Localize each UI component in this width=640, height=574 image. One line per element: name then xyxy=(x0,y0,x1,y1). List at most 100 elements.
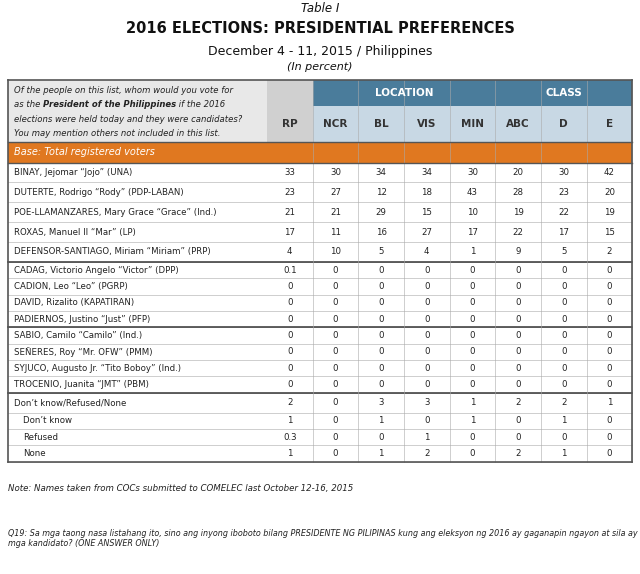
Text: 0: 0 xyxy=(378,315,384,324)
Text: 0: 0 xyxy=(333,416,338,425)
Text: 22: 22 xyxy=(513,228,524,236)
Text: 4: 4 xyxy=(424,247,429,257)
Text: 0: 0 xyxy=(470,266,476,274)
Text: 22: 22 xyxy=(558,208,570,217)
Text: You may mention others not included in this list.: You may mention others not included in t… xyxy=(14,129,220,138)
Text: 0: 0 xyxy=(287,282,292,291)
Text: 1: 1 xyxy=(561,416,566,425)
Text: VIS: VIS xyxy=(417,119,436,129)
Bar xyxy=(8,311,632,327)
Text: 34: 34 xyxy=(421,168,432,177)
Text: 0: 0 xyxy=(287,331,292,340)
Bar xyxy=(8,202,632,222)
Text: 0: 0 xyxy=(561,282,566,291)
Text: 2: 2 xyxy=(515,449,521,458)
Text: 23: 23 xyxy=(284,188,295,197)
Text: 0: 0 xyxy=(287,364,292,373)
Text: CADION, Leo “Leo” (PGRP): CADION, Leo “Leo” (PGRP) xyxy=(14,282,127,291)
Bar xyxy=(495,106,632,142)
Text: 0: 0 xyxy=(561,298,566,307)
Bar xyxy=(8,222,632,242)
Text: 1: 1 xyxy=(561,449,566,458)
Text: 1: 1 xyxy=(607,398,612,407)
Text: CLASS: CLASS xyxy=(545,88,582,98)
Text: 0: 0 xyxy=(333,298,338,307)
Text: 18: 18 xyxy=(421,188,432,197)
Text: 0: 0 xyxy=(378,282,384,291)
Text: as the: as the xyxy=(14,100,43,109)
Text: 1: 1 xyxy=(287,449,292,458)
Text: 0: 0 xyxy=(607,380,612,389)
Text: Don’t know: Don’t know xyxy=(23,416,72,425)
Text: DEFENSOR-SANTIAGO, Miriam “Miriam” (PRP): DEFENSOR-SANTIAGO, Miriam “Miriam” (PRP) xyxy=(14,247,211,257)
Text: 0: 0 xyxy=(607,282,612,291)
Text: Note: Names taken from COCs submitted to COMELEC last October 12-16, 2015: Note: Names taken from COCs submitted to… xyxy=(8,484,353,493)
Text: 2: 2 xyxy=(515,398,521,407)
Text: 0: 0 xyxy=(470,449,476,458)
Text: 0: 0 xyxy=(607,433,612,442)
Text: 0: 0 xyxy=(561,266,566,274)
Bar xyxy=(267,80,312,142)
Bar xyxy=(8,393,632,413)
Text: 1: 1 xyxy=(378,449,384,458)
Text: 42: 42 xyxy=(604,168,615,177)
Text: 0: 0 xyxy=(333,433,338,442)
Text: 0: 0 xyxy=(515,282,521,291)
Text: 16: 16 xyxy=(376,228,387,236)
Text: 20: 20 xyxy=(604,188,615,197)
Text: 0: 0 xyxy=(515,298,521,307)
Text: 0: 0 xyxy=(333,266,338,274)
Text: Table I: Table I xyxy=(301,2,339,15)
Bar xyxy=(8,262,632,278)
Text: 0: 0 xyxy=(333,347,338,356)
Text: 0: 0 xyxy=(333,380,338,389)
Text: 0: 0 xyxy=(515,416,521,425)
Text: 27: 27 xyxy=(421,228,432,236)
Text: BL: BL xyxy=(374,119,388,129)
Text: 0.1: 0.1 xyxy=(283,266,296,274)
Text: 0: 0 xyxy=(515,266,521,274)
Bar xyxy=(495,80,541,142)
Text: 27: 27 xyxy=(330,188,341,197)
Bar xyxy=(8,80,267,142)
Text: 0: 0 xyxy=(424,298,429,307)
Text: DAVID, Rizalito (KAPATIRAN): DAVID, Rizalito (KAPATIRAN) xyxy=(14,298,134,307)
Bar xyxy=(8,429,632,445)
Text: 20: 20 xyxy=(513,168,524,177)
Text: 9: 9 xyxy=(515,247,521,257)
Text: 0: 0 xyxy=(470,433,476,442)
Text: SABIO, Camilo “Camilo” (Ind.): SABIO, Camilo “Camilo” (Ind.) xyxy=(14,331,142,340)
Text: (In percent): (In percent) xyxy=(287,62,353,72)
Text: 15: 15 xyxy=(604,228,615,236)
Text: 0: 0 xyxy=(378,347,384,356)
Text: 2: 2 xyxy=(607,247,612,257)
Text: ABC: ABC xyxy=(506,119,530,129)
Text: SYJUCO, Augusto Jr. “Tito Boboy” (Ind.): SYJUCO, Augusto Jr. “Tito Boboy” (Ind.) xyxy=(14,364,181,373)
Bar xyxy=(312,106,495,142)
Text: 30: 30 xyxy=(467,168,478,177)
Text: 0: 0 xyxy=(287,315,292,324)
Text: 2016 ELECTIONS: PRESIDENTIAL PREFERENCES: 2016 ELECTIONS: PRESIDENTIAL PREFERENCES xyxy=(125,21,515,36)
Text: 0: 0 xyxy=(561,315,566,324)
Text: 0: 0 xyxy=(515,347,521,356)
Text: Of the people on this list, whom would you vote for: Of the people on this list, whom would y… xyxy=(14,86,233,95)
Text: 0: 0 xyxy=(607,315,612,324)
Text: 12: 12 xyxy=(376,188,387,197)
Text: 28: 28 xyxy=(513,188,524,197)
Text: 19: 19 xyxy=(604,208,615,217)
Bar xyxy=(8,294,632,311)
Text: MIN: MIN xyxy=(461,119,484,129)
Text: 0: 0 xyxy=(607,347,612,356)
Text: 1: 1 xyxy=(470,398,476,407)
Text: SEÑERES, Roy “Mr. OFW” (PMM): SEÑERES, Roy “Mr. OFW” (PMM) xyxy=(14,347,152,357)
Text: 0: 0 xyxy=(470,380,476,389)
Text: 1: 1 xyxy=(470,247,476,257)
Text: 21: 21 xyxy=(284,208,295,217)
Bar xyxy=(495,80,632,106)
Text: NCR: NCR xyxy=(323,119,348,129)
Bar xyxy=(8,327,632,344)
Text: 0: 0 xyxy=(378,364,384,373)
Text: if the 2016: if the 2016 xyxy=(176,100,225,109)
Bar xyxy=(8,242,632,262)
Text: 17: 17 xyxy=(284,228,295,236)
